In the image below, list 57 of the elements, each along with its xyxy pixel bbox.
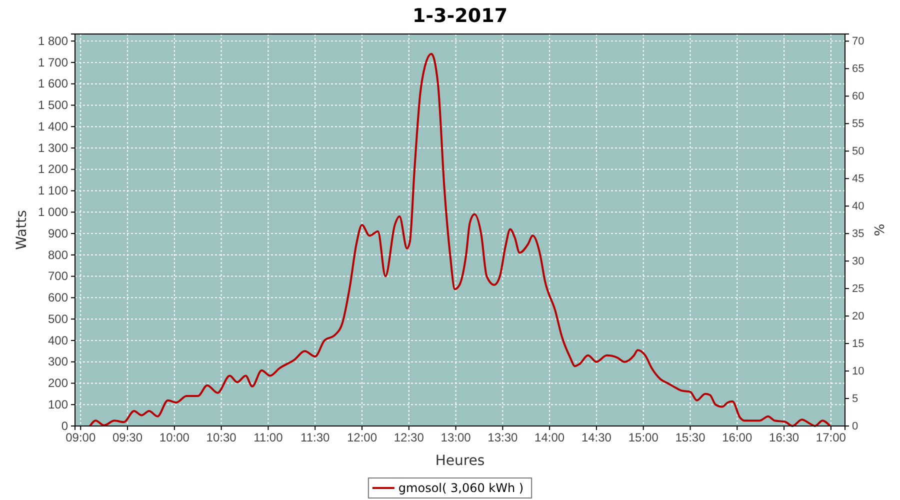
y-tick-label: 1 800 [38, 34, 68, 48]
y-tick-label: 1 300 [38, 140, 68, 155]
x-tick-label: 11:00 [254, 430, 284, 445]
x-tick-label: 17:00 [816, 430, 846, 445]
y-tick-label: 600 [48, 290, 68, 305]
y-tick-label: 300 [48, 354, 68, 369]
y2-tick-label: 65 [852, 63, 864, 76]
y2-tick-label: 45 [852, 173, 864, 186]
y-tick-label: 500 [48, 312, 68, 326]
y2-tick-label: 20 [852, 310, 864, 323]
y2-tick-label: 25 [852, 283, 864, 296]
y-tick-label: 1 100 [38, 184, 68, 198]
x-tick-label: 15:00 [628, 430, 659, 445]
y-tick-label: 1 200 [38, 162, 68, 176]
y2-tick-label: 30 [852, 256, 864, 268]
y2-tick-label: 60 [852, 90, 864, 103]
y-tick-label: 100 [48, 397, 68, 412]
x-tick-label: 09:00 [66, 430, 96, 445]
x-tick-label: 14:30 [581, 430, 612, 445]
x-tick-label: 10:30 [206, 430, 237, 445]
x-tick-label: 10:00 [159, 430, 190, 445]
legend-label: gmosol( 3,060 kWh ) [398, 481, 524, 495]
x-tick-label: 16:00 [722, 430, 752, 445]
y2-tick-label: 40 [852, 200, 864, 213]
x-tick-label: 12:30 [394, 430, 424, 445]
y2-tick-label: 70 [852, 36, 864, 48]
x-tick-label: 13:30 [488, 430, 518, 445]
x-tick-label: 16:30 [769, 430, 800, 445]
chart-title: 1-3-2017 [412, 5, 508, 27]
x-tick-label: 13:00 [440, 430, 472, 445]
y2-tick-label: 5 [852, 393, 858, 406]
y-tick-label: 1 500 [38, 98, 68, 112]
y-tick-label: 1 000 [38, 204, 68, 219]
y-tick-label: 400 [48, 333, 68, 348]
x-tick-label: 11:30 [300, 430, 330, 445]
x-tick-label: 15:30 [675, 430, 706, 445]
x-tick-label: 12:00 [346, 430, 378, 445]
y-tick-label: 1 600 [38, 76, 68, 91]
y-tick-label: 700 [48, 269, 68, 284]
y2-tick-label: 10 [852, 366, 864, 378]
x-tick-label: 09:30 [112, 430, 143, 445]
y2-tick-label: 15 [852, 338, 864, 350]
y2-tick-label: 35 [852, 228, 864, 240]
y-axis-title: Watts [14, 210, 30, 250]
y-tick-label: 800 [48, 248, 68, 262]
y-tick-label: 900 [48, 226, 68, 240]
y-tick-label: 0 [61, 418, 68, 433]
y2-tick-label: 55 [852, 118, 864, 130]
x-tick-label: 14:00 [534, 430, 565, 445]
y-tick-label: 1 700 [38, 55, 68, 70]
y2-tick-label: 0 [852, 420, 858, 433]
line-series [89, 52, 831, 427]
y-tick-label: 200 [48, 376, 68, 390]
y-tick-label: 1 400 [38, 119, 68, 134]
y2-axis-title: % [873, 224, 888, 236]
x-axis-title: Heures [435, 453, 485, 469]
y2-tick-label: 50 [852, 146, 864, 158]
